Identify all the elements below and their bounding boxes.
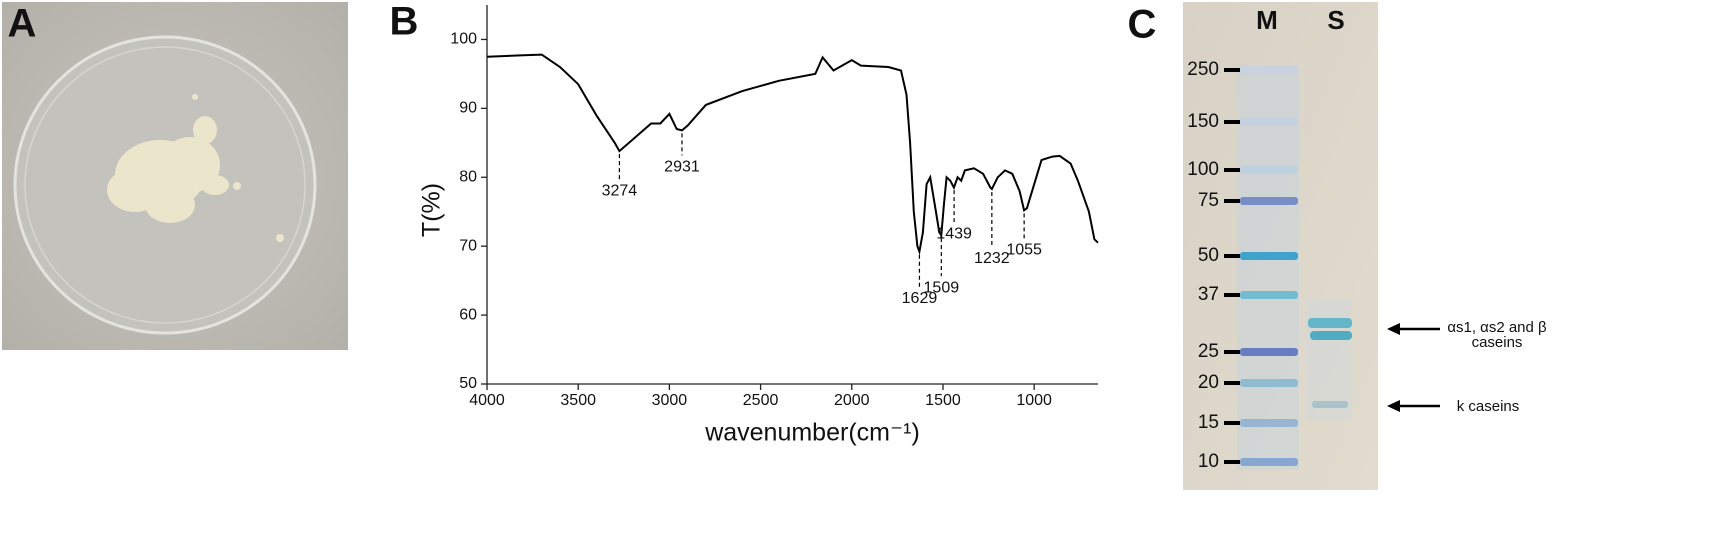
lane-label: M: [1256, 5, 1278, 35]
x-axis-label: wavenumber(cm⁻¹): [704, 419, 920, 447]
panel-label: A: [8, 2, 37, 46]
arrowhead: [1387, 323, 1400, 335]
marker-band: [1240, 419, 1298, 427]
marker-band: [1240, 458, 1298, 466]
marker-label: 250: [1187, 59, 1219, 80]
marker-band: [1240, 291, 1298, 299]
marker-band: [1240, 348, 1298, 356]
marker-label: 25: [1198, 341, 1219, 362]
marker-band: [1240, 118, 1298, 126]
peak-label: 1232: [974, 250, 1010, 267]
band: [1308, 318, 1352, 328]
peak-label: 1509: [924, 279, 960, 296]
y-tick-label: 70: [459, 237, 477, 254]
marker-band: [1240, 197, 1298, 205]
y-tick-label: 100: [450, 31, 477, 48]
marker-label: 50: [1198, 245, 1219, 266]
peak-label: 1439: [936, 225, 972, 242]
arrowhead: [1387, 400, 1400, 412]
marker-band: [1240, 66, 1298, 74]
x-tick-label: 3000: [652, 392, 688, 409]
band-annotation: caseins: [1472, 334, 1523, 351]
lane-label: S: [1327, 5, 1344, 35]
petri-rim: [24, 46, 306, 324]
panel-label: C: [1128, 3, 1157, 47]
photo: [2, 2, 348, 350]
band: [1312, 401, 1348, 408]
arrows: [1396, 327, 1440, 408]
marker-band: [1240, 379, 1298, 387]
x-tick-label: 1000: [1016, 392, 1052, 409]
x-tick-label: 3500: [560, 392, 596, 409]
lane-m: [1237, 65, 1299, 470]
y-tick-label: 60: [459, 306, 477, 323]
marker-label: 20: [1198, 372, 1219, 393]
y-tick-label: 50: [459, 375, 477, 392]
x-tick-label: 1500: [925, 392, 961, 409]
marker-label: 15: [1198, 412, 1219, 433]
marker-label: 10: [1198, 451, 1219, 472]
y-tick-label: 90: [459, 100, 477, 117]
peak-label: 1629: [902, 290, 938, 307]
peak-label: 2931: [664, 159, 700, 176]
y-axis-label: T(%): [418, 183, 446, 237]
x-tick-label: 4000: [469, 392, 505, 409]
peak-label: 3274: [602, 182, 638, 199]
band-annotation: k caseins: [1457, 398, 1520, 415]
marker-band: [1240, 166, 1298, 174]
y-tick-label: 80: [459, 168, 477, 185]
marker-band: [1240, 252, 1298, 260]
powder: [107, 94, 284, 242]
band: [1310, 331, 1352, 340]
x-tick-label: 2000: [834, 392, 870, 409]
marker-label: 150: [1187, 111, 1219, 132]
band-annotation: αs1, αs2 and β: [1447, 319, 1547, 336]
marker-label: 37: [1198, 284, 1219, 305]
peak-label: 1055: [1006, 242, 1042, 259]
marker-label: 75: [1198, 190, 1219, 211]
ftir-line: [486, 53, 1099, 256]
x-tick-label: 2500: [743, 392, 779, 409]
marker-label: 100: [1187, 159, 1219, 180]
panel-label: B: [390, 0, 419, 44]
